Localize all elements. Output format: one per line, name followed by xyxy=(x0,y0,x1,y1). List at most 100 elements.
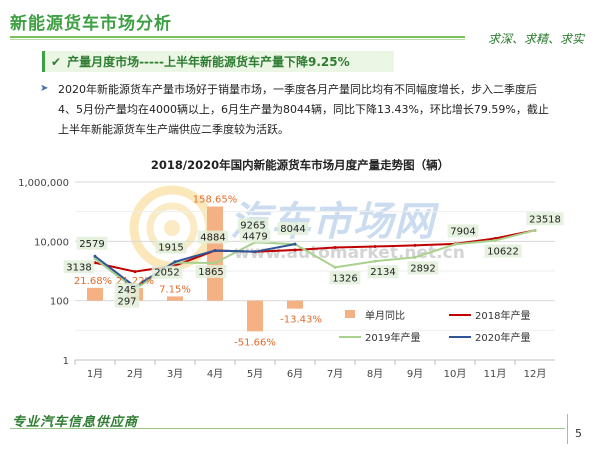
y-tick-label: 100 xyxy=(50,297,69,308)
data-label: 1865 xyxy=(198,267,223,278)
data-label-bg xyxy=(63,260,95,274)
data-label-bg xyxy=(329,271,361,285)
series-point xyxy=(373,259,377,263)
data-label: 3138 xyxy=(66,262,91,273)
data-label: 245 xyxy=(117,285,136,296)
series-line xyxy=(94,243,296,288)
legend-label: 2019年产量 xyxy=(365,331,420,344)
data-label-bg xyxy=(76,236,108,250)
x-tick-label: 7月 xyxy=(327,368,343,380)
data-label: 297 xyxy=(117,297,136,308)
legend-label: 2018年产量 xyxy=(475,309,530,322)
series-point xyxy=(93,254,97,258)
data-label: 4479 xyxy=(242,232,267,243)
body-paragraph: 2020年新能源货车产量市场好于销量市场，一季度各月产量同比均有不同幅度增长，步… xyxy=(58,80,558,140)
data-label: 23518 xyxy=(529,214,561,225)
x-tick-label: 9月 xyxy=(407,368,423,380)
data-label: 158.65% xyxy=(193,195,238,206)
data-label: 1915 xyxy=(158,243,183,254)
subtitle-text: 产量月度市场-----上半年新能源货车产量下降9.25% xyxy=(67,55,350,69)
legend-label: 单月同比 xyxy=(365,310,405,322)
series-point xyxy=(413,255,417,259)
data-label-bg xyxy=(237,218,269,232)
data-label: 8044 xyxy=(280,224,305,235)
series-point xyxy=(293,242,297,246)
data-label: 2134 xyxy=(370,267,395,278)
x-tick-label: 11月 xyxy=(484,368,507,380)
section-subtitle: ✔ 产量月度市场-----上半年新能源货车产量下降9.25% xyxy=(42,51,394,72)
bar-yoy xyxy=(87,287,103,301)
x-tick-label: 2月 xyxy=(127,368,143,380)
data-label: -51.66% xyxy=(234,337,276,348)
series-point xyxy=(133,270,137,274)
data-label-bg xyxy=(155,240,187,254)
data-label: 21.68% xyxy=(74,276,112,287)
series-point xyxy=(173,260,177,264)
check-icon: ✔ xyxy=(51,54,62,69)
data-label-bg xyxy=(407,261,439,275)
series-point xyxy=(533,228,537,232)
y-tick-label: 1 xyxy=(63,356,69,367)
x-tick-label: 6月 xyxy=(287,368,303,380)
data-label: 2892 xyxy=(410,263,435,274)
legend-label: 2020年产量 xyxy=(475,331,530,344)
bar-yoy xyxy=(287,300,303,309)
page-number-divider xyxy=(567,414,568,444)
data-label-bg xyxy=(195,264,227,278)
series-point xyxy=(293,248,297,252)
data-label-bg xyxy=(367,265,399,279)
x-tick-label: 4月 xyxy=(207,368,223,380)
data-label-bg xyxy=(277,222,309,236)
series-point xyxy=(213,261,217,265)
motto-text: 求深、求精、求实 xyxy=(487,32,584,46)
data-label: 9265 xyxy=(240,220,265,231)
series-point xyxy=(333,265,337,269)
data-label-bg xyxy=(114,294,140,308)
series-point xyxy=(373,244,377,248)
x-tick-label: 10月 xyxy=(444,368,467,380)
bar-yoy xyxy=(247,300,263,332)
data-label: -13.43% xyxy=(280,315,322,326)
body-line: 2020年新能源货车产量市场好于销量市场，一季度各月产量同比均有不同幅度增长，步… xyxy=(58,83,537,96)
chart-title: 2018/2020年国内新能源货车市场月度产量走势图（辆） xyxy=(150,158,450,172)
data-label: 10622 xyxy=(487,247,519,258)
series-line xyxy=(94,229,536,291)
data-label: 7904 xyxy=(450,226,475,237)
data-label: 1326 xyxy=(332,273,357,284)
x-tick-label: 3月 xyxy=(167,368,183,380)
production-chart: 1 100 10,000 1,000,000 1月 2月 3月 4月 5月 6月 7月 8月 9月 10月… xyxy=(18,178,564,380)
data-label-bg xyxy=(197,230,229,244)
x-tick-label: 5月 xyxy=(247,368,263,380)
data-label-bg xyxy=(484,244,522,258)
data-label: 2579 xyxy=(79,239,104,250)
body-line: 4、5月份产量均在4000辆以上，6月生产量为8044辆，同比下降13.43%，… xyxy=(58,103,549,116)
data-label-bg xyxy=(526,212,564,226)
body-line: 上半年新能源货车生产端供应二季度较为活跃。 xyxy=(58,123,289,136)
x-tick-label: 12月 xyxy=(524,368,547,380)
series-point xyxy=(493,239,497,243)
data-label-bg xyxy=(447,224,479,238)
footer-slogan: 专业汽车信息供应商 xyxy=(12,415,139,430)
data-label: 21.22% xyxy=(116,276,154,287)
data-label-bg xyxy=(239,229,271,243)
data-label-bg xyxy=(114,283,140,297)
series-point xyxy=(453,242,457,246)
series-point xyxy=(253,250,257,254)
data-label: 4884 xyxy=(200,233,225,244)
y-tick-label: 1,000,000 xyxy=(18,178,69,189)
x-tick-label: 8月 xyxy=(367,368,383,380)
title-divider-thin xyxy=(10,39,465,40)
footer-divider xyxy=(10,428,565,429)
bar-yoy xyxy=(167,296,183,301)
x-tick-label: 1月 xyxy=(87,368,103,380)
slide-title: 新能源货车市场分析 xyxy=(10,14,172,34)
series-point xyxy=(213,249,217,253)
series-point xyxy=(493,236,497,240)
series-point xyxy=(413,243,417,247)
series-point xyxy=(333,245,337,249)
data-label: 7.15% xyxy=(159,284,191,295)
bullet-arrow-icon: ➤ xyxy=(40,83,49,94)
page-number: 5 xyxy=(575,427,582,440)
y-tick-label: 10,000 xyxy=(34,237,69,248)
data-label-bg xyxy=(151,265,183,279)
